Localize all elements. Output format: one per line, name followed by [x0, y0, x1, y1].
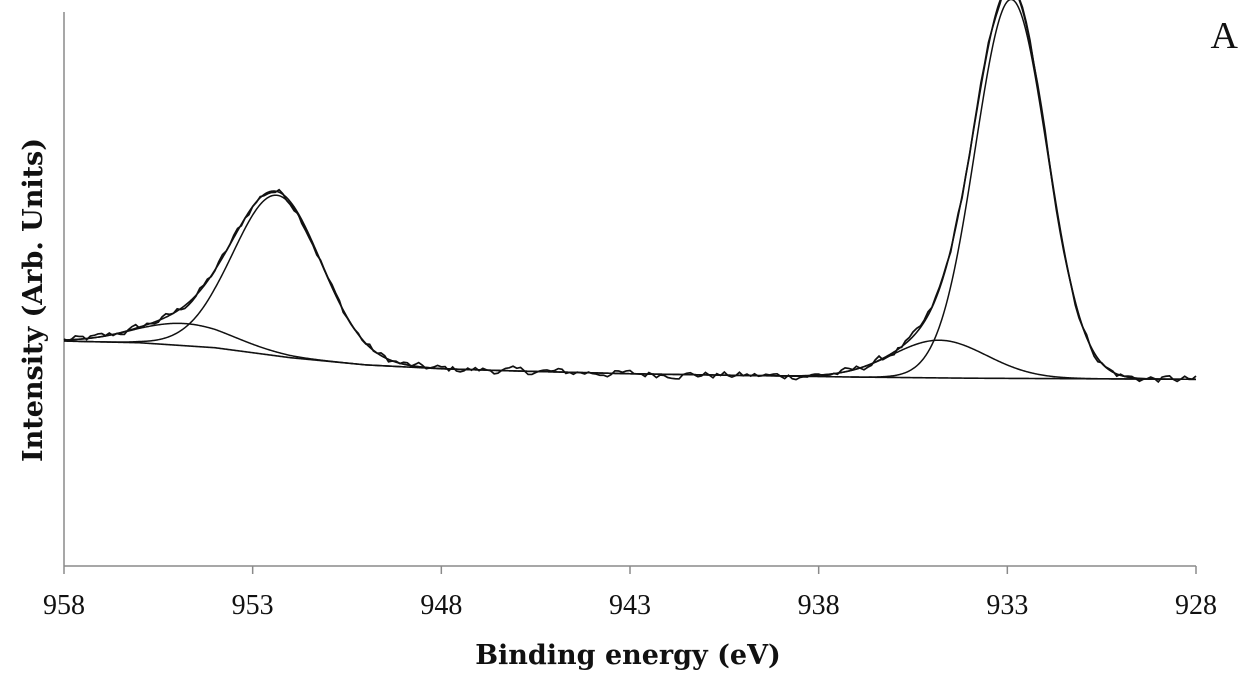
- fit-envelope-line: [63, 0, 1196, 381]
- panel-label: A: [1211, 15, 1239, 57]
- measured-spectrum-line: [63, 0, 1197, 384]
- fit-component-line: [79, 194, 476, 371]
- x-tick-label: 948: [420, 590, 462, 621]
- fit-component-line: [850, 0, 1172, 380]
- x-axis-title: Binding energy (eV): [475, 640, 781, 671]
- x-tick-label: 953: [232, 590, 274, 621]
- x-tick-label: 938: [798, 590, 840, 621]
- x-tick-label: 958: [43, 590, 85, 621]
- fit-component-line: [727, 339, 1152, 380]
- plot-area: 958 953 948 943 938 933 928: [43, 0, 1217, 621]
- curves: [63, 0, 1197, 384]
- x-tick-label: 928: [1175, 590, 1217, 621]
- x-ticks: 958 953 948 943 938 933 928: [43, 566, 1217, 621]
- x-tick-label: 933: [986, 590, 1028, 621]
- x-tick-label: 943: [609, 590, 651, 621]
- y-axis-title: Intensity (Arb. Units): [18, 138, 49, 462]
